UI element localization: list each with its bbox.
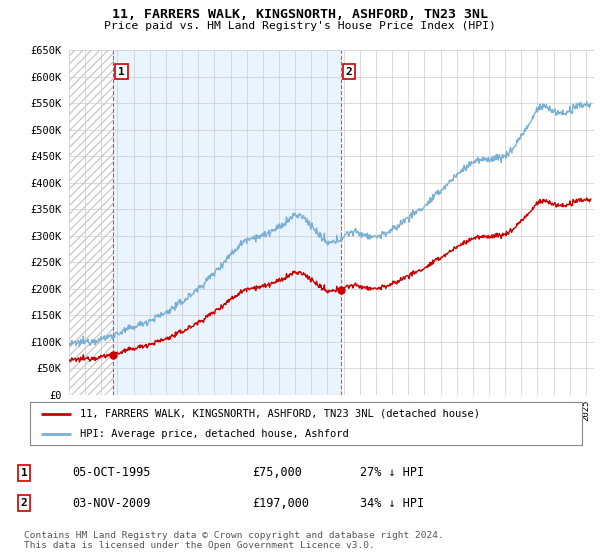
Text: 1: 1: [118, 67, 125, 77]
Text: 1: 1: [20, 468, 28, 478]
Text: 2: 2: [20, 498, 28, 508]
Text: Price paid vs. HM Land Registry's House Price Index (HPI): Price paid vs. HM Land Registry's House …: [104, 21, 496, 31]
Text: 03-NOV-2009: 03-NOV-2009: [72, 497, 151, 510]
Text: 2: 2: [346, 67, 352, 77]
Text: 27% ↓ HPI: 27% ↓ HPI: [360, 466, 424, 479]
Text: 05-OCT-1995: 05-OCT-1995: [72, 466, 151, 479]
Text: Contains HM Land Registry data © Crown copyright and database right 2024.
This d: Contains HM Land Registry data © Crown c…: [24, 531, 444, 550]
Text: 34% ↓ HPI: 34% ↓ HPI: [360, 497, 424, 510]
Text: £75,000: £75,000: [252, 466, 302, 479]
Text: HPI: Average price, detached house, Ashford: HPI: Average price, detached house, Ashf…: [80, 430, 349, 439]
Text: 11, FARRERS WALK, KINGSNORTH, ASHFORD, TN23 3NL (detached house): 11, FARRERS WALK, KINGSNORTH, ASHFORD, T…: [80, 409, 479, 419]
Text: 11, FARRERS WALK, KINGSNORTH, ASHFORD, TN23 3NL: 11, FARRERS WALK, KINGSNORTH, ASHFORD, T…: [112, 8, 488, 21]
Bar: [69, 50, 113, 395]
Text: £197,000: £197,000: [252, 497, 309, 510]
Bar: [113, 50, 341, 395]
